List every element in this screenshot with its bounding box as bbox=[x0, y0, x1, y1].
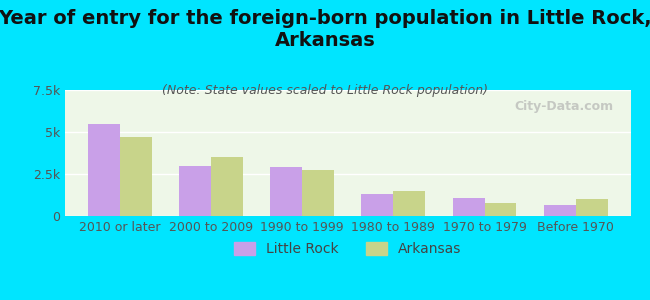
Bar bbox=[393, 191, 425, 216]
Bar bbox=[576, 199, 608, 216]
Bar bbox=[452, 198, 484, 216]
Bar bbox=[179, 166, 211, 216]
Text: (Note: State values scaled to Little Rock population): (Note: State values scaled to Little Roc… bbox=[162, 84, 488, 97]
Bar bbox=[302, 170, 334, 216]
Bar bbox=[361, 194, 393, 216]
Text: Year of entry for the foreign-born population in Little Rock,
Arkansas: Year of entry for the foreign-born popul… bbox=[0, 9, 650, 50]
Bar bbox=[270, 167, 302, 216]
Text: City-Data.com: City-Data.com bbox=[514, 100, 614, 113]
Bar bbox=[544, 205, 576, 216]
Bar bbox=[88, 124, 120, 216]
Legend: Little Rock, Arkansas: Little Rock, Arkansas bbox=[228, 237, 467, 262]
Bar bbox=[211, 157, 243, 216]
Bar bbox=[484, 202, 517, 216]
Bar bbox=[120, 137, 151, 216]
